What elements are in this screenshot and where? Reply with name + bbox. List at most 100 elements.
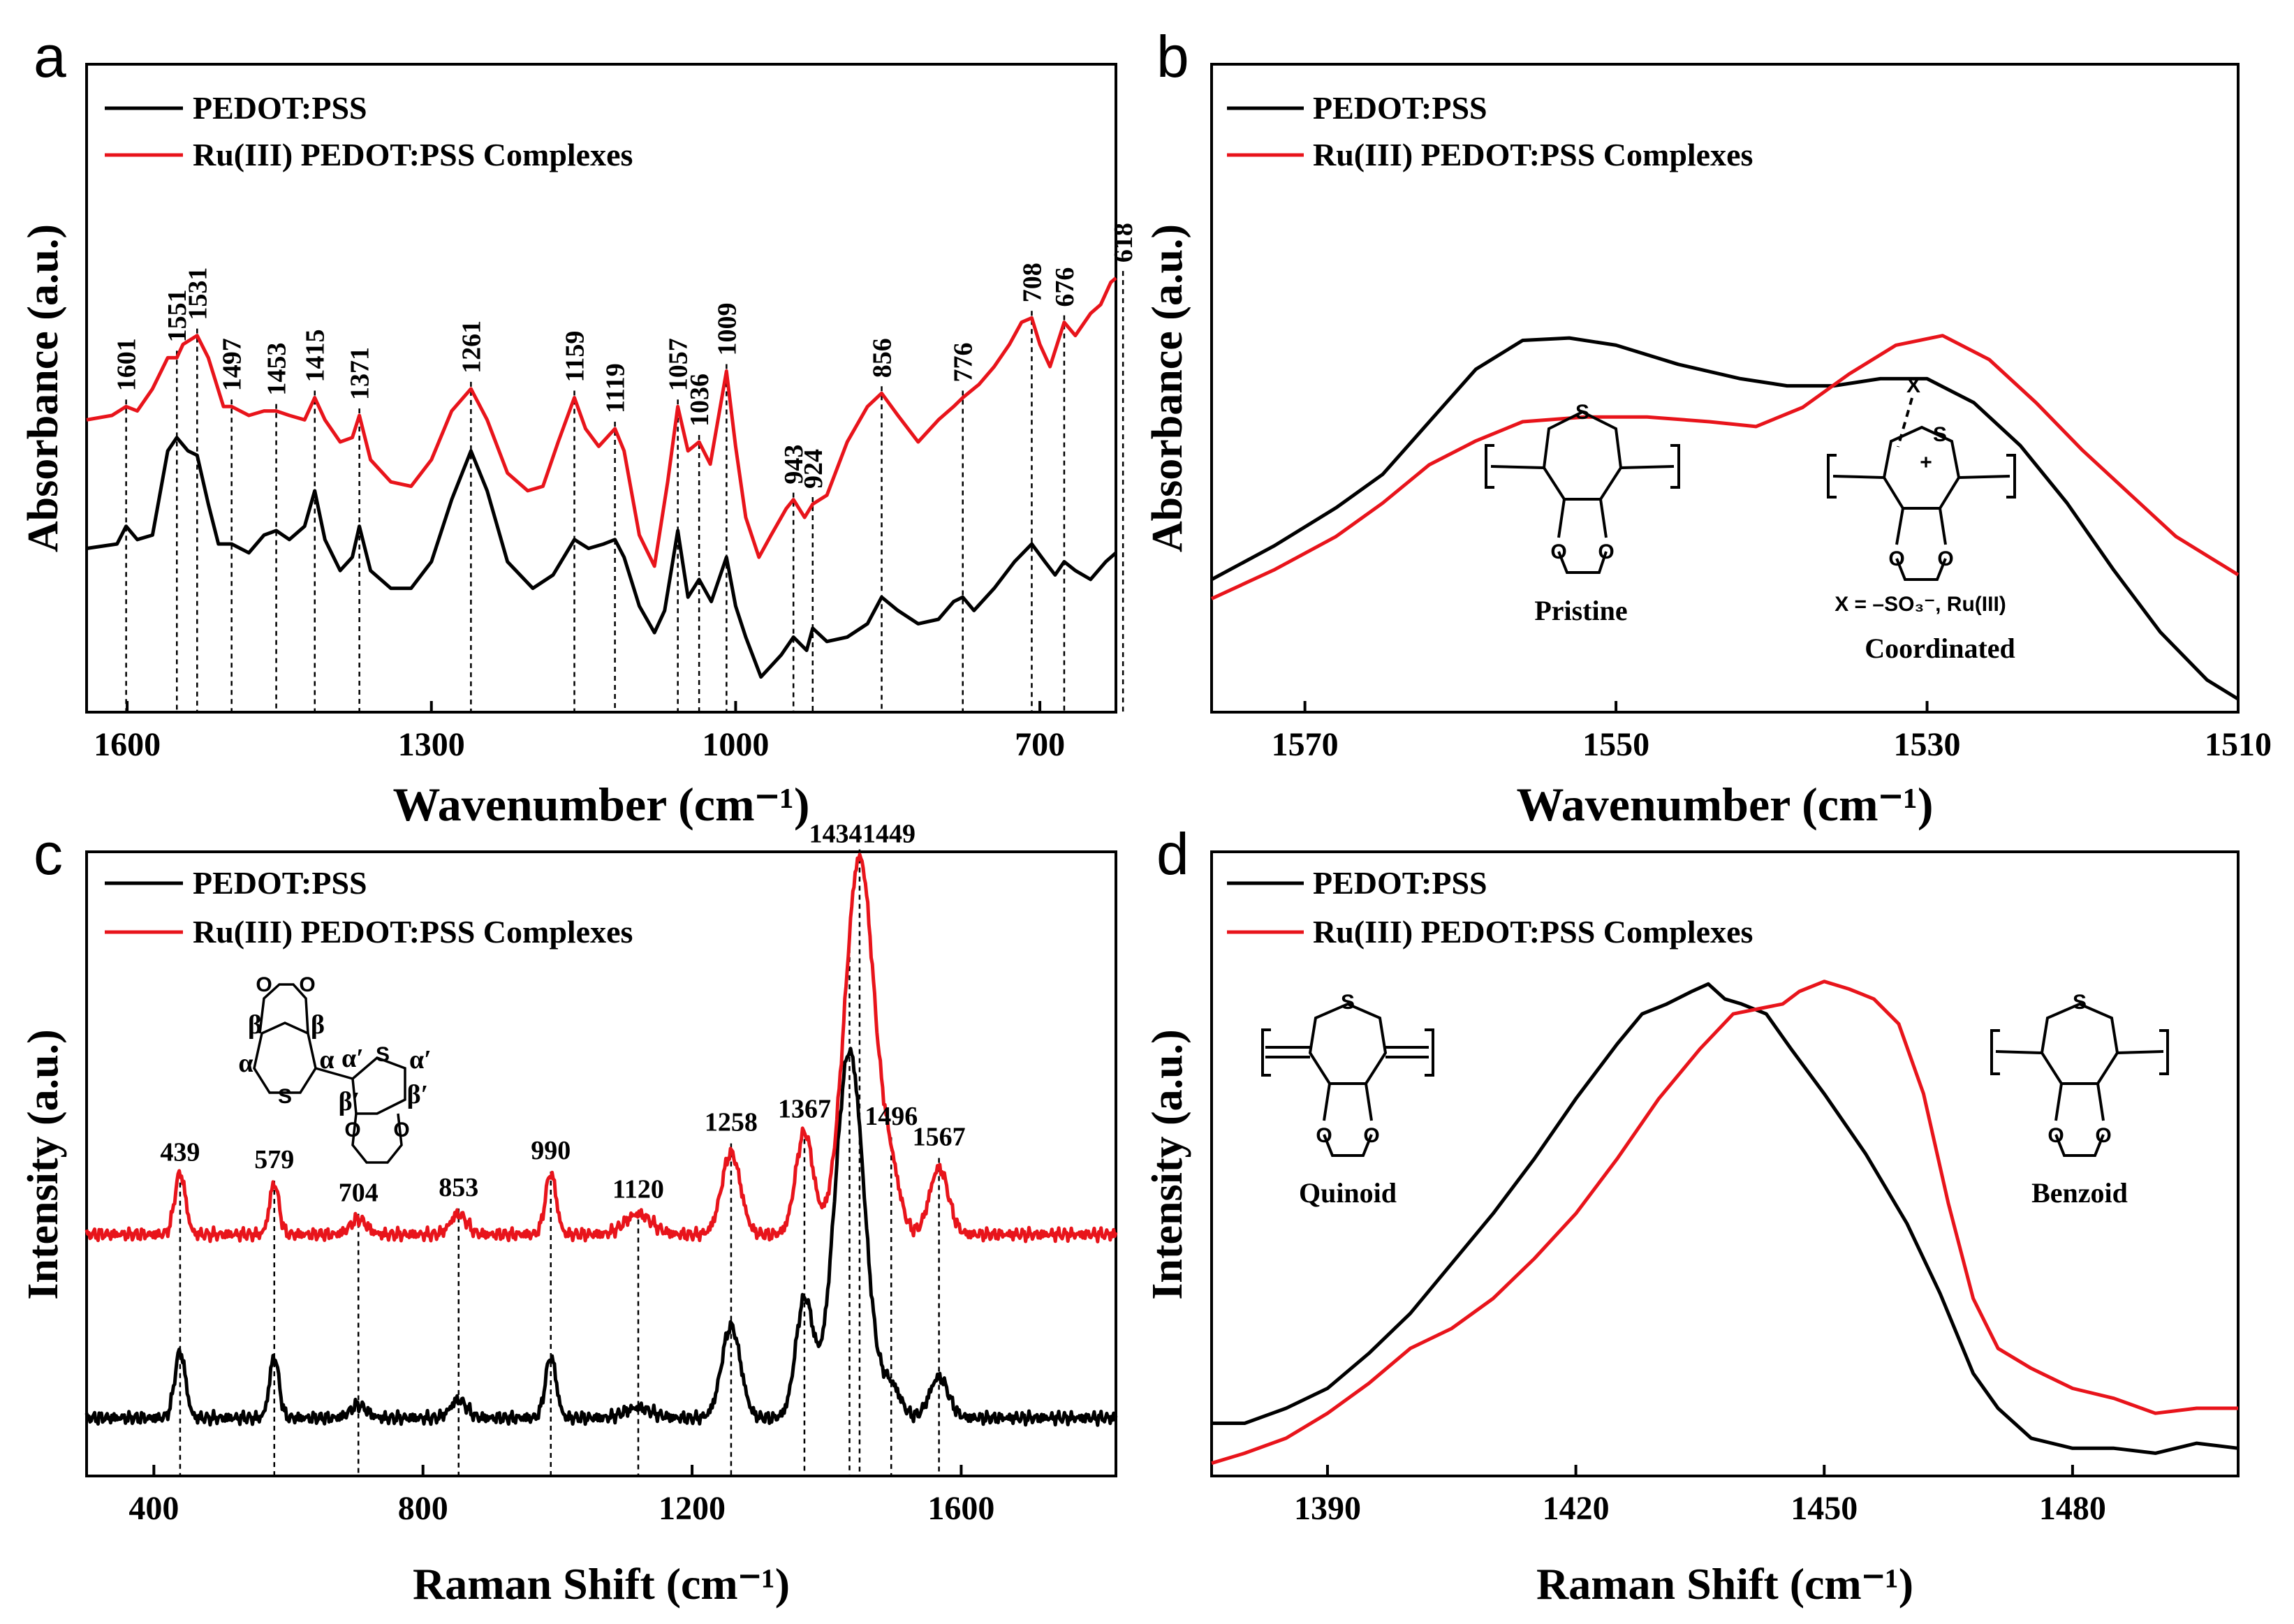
coordinated-sulfur: S: [1933, 423, 1947, 446]
pristine-ethylene: [1557, 551, 1608, 574]
peak-label: 856: [868, 338, 897, 378]
pristine-bracket-left: [1485, 444, 1494, 489]
panel-label-b: b: [1156, 24, 1189, 89]
x-tick-label: 1200: [659, 1490, 726, 1527]
series-group-d: [1211, 980, 2239, 1466]
x-tick-group-c: 400 800 1200 1600: [128, 1465, 994, 1527]
coordinated-ethylene: [1895, 558, 1947, 581]
panel-c: c 439 579 704 853 990 1120 1258 1367 1434 1449 149…: [20, 820, 1118, 1609]
x-tick-label: 1600: [927, 1490, 994, 1527]
legend-label-pedot: PEDOT:PSS: [193, 90, 367, 126]
coordinated-bond: [1895, 508, 1904, 545]
benzoid-bracket-left: [1990, 1029, 2000, 1075]
benzoid-bond: [2054, 1083, 2063, 1121]
legend-a: PEDOT:PSS Ru(III) PEDOT:PSS Complexes: [105, 90, 633, 172]
series-line-ru-pedot: [1211, 980, 2238, 1466]
benzoid-bond: [1995, 1050, 2043, 1054]
x-tick-group-a: 1600 1300 1000 700: [94, 701, 1065, 763]
plot-frame-d: [1210, 850, 2240, 1477]
benzoid-oxygen: O: [2047, 1124, 2064, 1147]
structure-label: β: [311, 1010, 325, 1040]
benzoid-label: Benzoid: [2031, 1177, 2128, 1209]
benzoid-sulfur: S: [2073, 991, 2087, 1014]
structure-label: O: [299, 973, 315, 996]
panel-d: d 1390 1420 1450 1480 PEDOT:PSS Ru(III) PED…: [1144, 821, 2240, 1609]
structure-label: α: [238, 1049, 253, 1078]
quinoid-oxygen: O: [1316, 1124, 1332, 1147]
coordinated-ring: [1882, 425, 1961, 510]
x-tick-label: 1530: [1894, 726, 1961, 763]
panel-b: b 1570 1550 1530 1510 PEDOT:PSS Ru(III) PED…: [1144, 24, 2272, 831]
peak-label: 1009: [712, 302, 742, 355]
pristine-bond: [1557, 499, 1566, 538]
peak-label: 1601: [112, 338, 142, 391]
quinoid-structure: [1261, 1002, 1434, 1157]
peak-label: 676: [1050, 267, 1080, 307]
legend-label-ru: Ru(III) PEDOT:PSS Complexes: [1313, 137, 1753, 172]
peak-label: 1567: [913, 1123, 966, 1152]
x-tick-label: 1550: [1582, 726, 1649, 763]
coordinated-bracket-left: [1827, 454, 1837, 499]
quinoid-bracket-left: [1261, 1028, 1271, 1077]
legend-b: PEDOT:PSS Ru(III) PEDOT:PSS Complexes: [1227, 90, 1753, 172]
structure-label: O: [256, 973, 272, 996]
series-group-c: [84, 852, 1118, 1427]
benzoid-bracket-right: [2159, 1029, 2169, 1075]
x-axis-title-a: Wavenumber (cm⁻¹): [392, 778, 809, 831]
quinoid-bracket-right: [1425, 1028, 1434, 1077]
quinoid-label: Quinoid: [1299, 1177, 1397, 1209]
x-tick-label: 700: [1015, 726, 1065, 763]
structure-label: α′: [409, 1045, 432, 1075]
legend-label-ru: Ru(III) PEDOT:PSS Complexes: [193, 914, 633, 950]
benzoid-structure: [1990, 1002, 2169, 1157]
structure-label: β′: [407, 1080, 429, 1109]
y-axis-title-c: Intensity (a.u.): [20, 1029, 67, 1300]
series-line-ru-pedot: [86, 276, 1117, 568]
peak-label: 618: [1109, 223, 1138, 263]
structure-label: α: [319, 1045, 334, 1075]
panel-label-a: a: [34, 24, 66, 89]
series-line-ru-pedot: [84, 852, 1118, 1243]
x-tick-group-b: 1570 1550 1530 1510: [1272, 701, 2272, 763]
y-axis-title-d: Intensity (a.u.): [1144, 1029, 1191, 1300]
legend-d: PEDOT:PSS Ru(III) PEDOT:PSS Complexes: [1227, 865, 1753, 950]
y-axis-title-b: Absorbance (a.u.): [1144, 224, 1191, 552]
pristine-sulfur: S: [1575, 401, 1589, 424]
coordinated-charge: +: [1920, 451, 1932, 474]
x-tick-label: 1390: [1294, 1490, 1361, 1527]
x-axis-title-d: Raman Shift (cm⁻¹): [1536, 1559, 1913, 1609]
x-tick-label: 1570: [1272, 726, 1339, 763]
coordinated-bracket-right: [2006, 454, 2016, 499]
benzoid-bond: [2096, 1083, 2105, 1121]
legend-label-pedot: PEDOT:PSS: [1313, 90, 1487, 126]
pristine-structure: [1485, 410, 1680, 574]
coordinated-label: Coordinated: [1865, 633, 2015, 664]
peak-label: 776: [949, 343, 978, 383]
coordinated-oxygen: O: [1888, 547, 1904, 570]
pristine-label: Pristine: [1534, 595, 1627, 626]
plot-frame-b: [1210, 63, 2240, 714]
pristine-ring: [1542, 410, 1623, 501]
quinoid-ethylene: [1323, 1134, 1373, 1157]
peak-label: 1551: [163, 289, 192, 342]
benzoid-ring: [2040, 1002, 2119, 1085]
x-axis-title-c: Raman Shift (cm⁻¹): [413, 1559, 790, 1609]
benzoid-ethylene: [2054, 1134, 2105, 1157]
peak-label: 1531: [183, 267, 212, 320]
x-tick-group-d: 1390 1420 1450 1480: [1294, 1465, 2106, 1527]
series-line-pedot: [1210, 336, 2240, 701]
x-tick-label: 1420: [1543, 1490, 1610, 1527]
peak-label: 1261: [457, 320, 486, 374]
dropline-group-c: [179, 849, 940, 1476]
coordination-bond: [1897, 397, 1913, 448]
peak-label: 1258: [705, 1108, 758, 1137]
peak-label: 943: [779, 445, 809, 485]
peak-label: 1057: [664, 338, 693, 391]
coordinated-bond: [1832, 475, 1885, 479]
pristine-bond: [1490, 465, 1545, 469]
pristine-bracket-right: [1670, 444, 1680, 489]
peak-label: 1415: [301, 330, 330, 383]
coordinated-ligand: X: [1906, 374, 1920, 397]
